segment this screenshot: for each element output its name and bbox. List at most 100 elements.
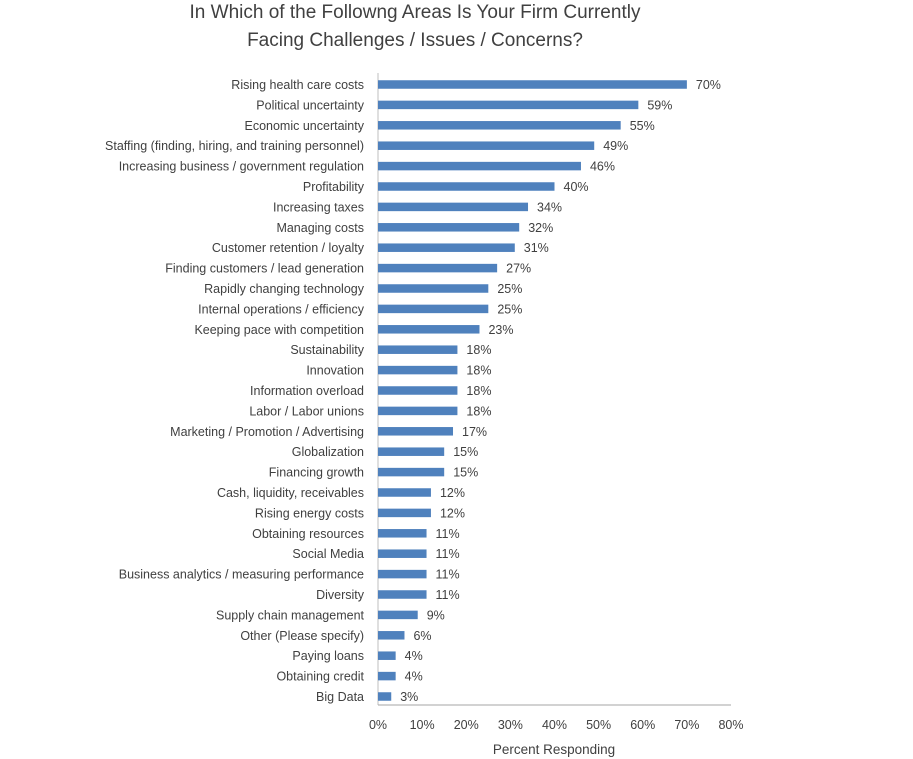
bar (378, 100, 639, 110)
value-label: 25% (497, 282, 522, 296)
value-label: 59% (647, 98, 672, 112)
value-label: 9% (427, 608, 445, 622)
value-label: 34% (537, 200, 562, 214)
bar (378, 121, 621, 130)
category-label: Increasing business / government regulat… (119, 160, 364, 174)
bar (378, 182, 555, 191)
bar (378, 692, 392, 701)
value-label: 12% (440, 486, 465, 500)
bar (378, 243, 515, 252)
category-label: Supply chain management (216, 608, 365, 622)
bar (378, 161, 581, 171)
x-axis: 0% 10% 20% 30% 40% 50% 60% 70% 80% (369, 704, 744, 732)
x-axis-title: Percent Responding (493, 742, 615, 757)
x-tick-label: 0% (369, 718, 387, 732)
value-label: 15% (453, 466, 478, 480)
category-label: Rising health care costs (231, 78, 364, 92)
bar (378, 610, 418, 620)
category-label: Managing costs (276, 221, 364, 235)
value-label: 27% (506, 262, 531, 276)
category-label: Keeping pace with competition (194, 323, 364, 337)
category-labels: Rising health care costs Political uncert… (105, 78, 365, 704)
category-label: Internal operations / efficiency (198, 302, 365, 316)
category-label: Labor / Labor unions (249, 404, 364, 418)
bars (378, 80, 687, 701)
bar (378, 263, 498, 273)
category-label: Marketing / Promotion / Advertising (170, 425, 364, 439)
bar (378, 569, 427, 579)
category-label: Rapidly changing technology (204, 282, 365, 296)
value-label: 6% (413, 629, 431, 643)
value-label: 25% (497, 302, 522, 316)
value-label: 15% (453, 445, 478, 459)
x-tick-label: 30% (498, 718, 523, 732)
category-label: Social Media (292, 547, 364, 561)
bar (378, 590, 427, 599)
bar (378, 141, 595, 150)
value-label: 18% (466, 384, 491, 398)
bar (378, 508, 431, 518)
bar (378, 304, 489, 314)
category-label: Profitability (303, 180, 365, 194)
bar (378, 671, 396, 681)
category-label: Information overload (250, 384, 364, 398)
value-label: 31% (524, 241, 549, 255)
category-label: Rising energy costs (255, 506, 364, 520)
bar (378, 427, 454, 436)
category-label: Diversity (316, 588, 365, 602)
bar (378, 365, 458, 375)
value-label: 40% (564, 180, 589, 194)
value-label: 18% (466, 343, 491, 357)
value-label: 4% (405, 649, 423, 663)
category-label: Business analytics / measuring performan… (119, 568, 364, 582)
bar (378, 80, 687, 89)
bar (378, 406, 458, 416)
bar (378, 202, 529, 212)
value-label: 18% (466, 404, 491, 418)
category-label: Increasing taxes (273, 200, 364, 214)
value-label: 23% (488, 323, 513, 337)
category-label: Cash, liquidity, receivables (217, 486, 364, 500)
x-tick-label: 20% (454, 718, 479, 732)
category-label: Finding customers / lead generation (165, 262, 364, 276)
bar (378, 529, 427, 538)
category-label: Economic uncertainty (244, 119, 364, 133)
category-label: Sustainability (290, 343, 364, 357)
category-label: Staffing (finding, hiring, and training … (105, 139, 364, 153)
category-label: Innovation (306, 364, 364, 378)
category-label: Financing growth (269, 466, 364, 480)
value-label: 17% (462, 425, 487, 439)
value-label: 46% (590, 160, 615, 174)
value-label: 32% (528, 221, 553, 235)
x-tick-label: 60% (630, 718, 655, 732)
chart-title-line-2: Facing Challenges / Issues / Concerns? (247, 30, 583, 51)
bar (378, 386, 458, 395)
category-label: Globalization (292, 445, 364, 459)
bar (378, 549, 427, 558)
bar (378, 467, 445, 477)
value-label: 11% (436, 568, 460, 582)
value-label: 11% (436, 588, 460, 602)
category-label: Big Data (316, 690, 364, 704)
value-labels: 70% 59% 55%49% 46%40%34% 32% 31% 27% 25% 25% 23% 1… (400, 78, 721, 704)
x-tick-label: 80% (718, 718, 743, 732)
bar (378, 345, 458, 354)
value-label: 12% (440, 506, 465, 520)
category-label: Obtaining resources (252, 527, 364, 541)
value-label: 4% (405, 670, 423, 684)
bar (378, 447, 445, 456)
value-label: 3% (400, 690, 418, 704)
bar (378, 223, 520, 232)
category-label: Political uncertainty (256, 98, 364, 112)
bar (378, 651, 396, 660)
category-label: Customer retention / loyalty (212, 241, 365, 255)
chart-title: In Which of the Followng Areas Is Your F… (0, 0, 830, 55)
x-tick-label: 50% (586, 718, 611, 732)
chart-title-line-1: In Which of the Followng Areas Is Your F… (189, 2, 641, 23)
value-label: 55% (630, 119, 655, 133)
value-label: 11% (436, 527, 460, 541)
value-label: 18% (466, 364, 491, 378)
bar (378, 284, 489, 293)
x-tick-label: 70% (674, 718, 699, 732)
x-tick-label: 10% (410, 718, 435, 732)
